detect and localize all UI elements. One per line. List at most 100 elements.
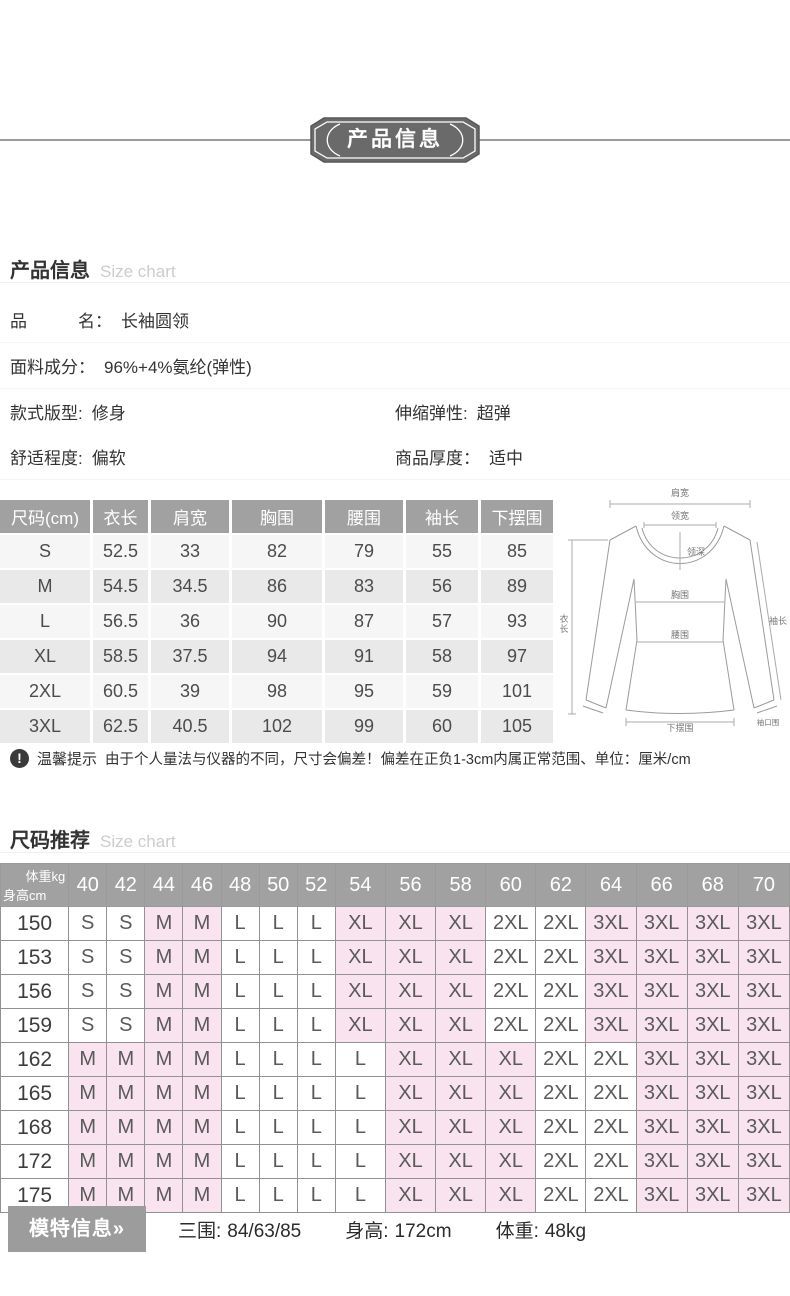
recommend-size-cell: 3XL xyxy=(635,1042,688,1077)
size-table-cell: L xyxy=(0,605,93,640)
attribute-row-style-elastic: 款式版型: 修身 伸缩弹性: 超弹 xyxy=(0,389,790,434)
recommend-size-cell: 2XL xyxy=(535,974,587,1009)
size-table-cell: 91 xyxy=(325,640,406,675)
size-table-header-cell: 下摆围 xyxy=(481,500,553,535)
recommend-size-cell: L xyxy=(220,1144,260,1179)
recommend-size-cell: 3XL xyxy=(635,940,688,975)
recommend-size-cell: XL xyxy=(384,974,437,1009)
height-cell: 162 xyxy=(0,1042,70,1077)
recommend-size-cell: XL xyxy=(334,940,386,975)
recommend-size-cell: 3XL xyxy=(737,940,790,975)
recommend-size-cell: 2XL xyxy=(485,940,537,975)
recommend-size-cell: 3XL xyxy=(737,1178,790,1213)
size-table-cell: 101 xyxy=(481,675,553,710)
model-info: 模特信息» 三围: 84/63/85 身高: 172cm 体重: 48kg xyxy=(8,1206,788,1252)
stat-label: 三围: xyxy=(178,1220,222,1242)
height-cell: 153 xyxy=(0,940,70,975)
recommend-size-cell: M xyxy=(182,1144,222,1179)
diagram-label-collar-depth: 领深 xyxy=(687,546,705,557)
recommend-size-cell: M xyxy=(144,1178,184,1213)
size-table-cell: 83 xyxy=(325,570,406,605)
recommend-size-cell: 2XL xyxy=(585,1042,637,1077)
recommend-size-cell: XL xyxy=(384,1042,437,1077)
badge-frame-icon xyxy=(310,117,480,163)
weight-header-cell: 42 xyxy=(106,863,146,907)
height-cell: 165 xyxy=(0,1076,70,1111)
product-section-heading: 产品信息 Size chart xyxy=(0,237,790,283)
recommend-size-cell: S xyxy=(106,1008,146,1043)
size-table-cell: 56 xyxy=(406,570,481,605)
recommend-size-cell: 3XL xyxy=(686,1042,739,1077)
section-title: 产品信息 xyxy=(10,260,90,282)
size-table-cell: 94 xyxy=(232,640,325,675)
recommend-row: 159 S S M M L L L XL XL XL 2XL 2XL 3XL 3XL 3XL 3XL xyxy=(0,1008,790,1043)
recommend-size-cell: L xyxy=(220,1076,260,1111)
recommend-size-cell: XL xyxy=(435,1110,487,1145)
size-table-cell: 60.5 xyxy=(93,675,151,710)
size-table-row: 3XL 62.5 40.5 102 99 60 105 xyxy=(0,710,553,745)
recommend-row: 172 M M M M L L L L XL XL XL 2XL 2XL 3XL 3XL 3XL xyxy=(0,1144,790,1179)
product-info-banner: 产品信息 xyxy=(0,117,790,163)
recommend-size-cell: 2XL xyxy=(485,974,537,1009)
recommend-size-cell: L xyxy=(334,1110,386,1145)
recommend-size-cell: XL xyxy=(435,974,487,1009)
recommend-size-cell: M xyxy=(106,1144,146,1179)
recommend-size-cell: L xyxy=(220,906,260,941)
recommend-size-cell: 3XL xyxy=(737,1076,790,1111)
recommend-size-cell: M xyxy=(68,1076,108,1111)
recommend-size-cell: XL xyxy=(435,906,487,941)
size-table-cell: S xyxy=(0,535,93,570)
size-table-row: 2XL 60.5 39 98 95 59 101 xyxy=(0,675,553,710)
size-table-cell: 52.5 xyxy=(93,535,151,570)
recommend-size-cell: XL xyxy=(485,1076,537,1111)
attribute-pair-comfort: 舒适程度: 偏软 xyxy=(10,444,126,469)
recommend-size-cell: 3XL xyxy=(585,940,637,975)
size-table-cell: 60 xyxy=(406,710,481,745)
size-table-header-cell: 衣长 xyxy=(93,500,151,535)
recommend-size-cell: L xyxy=(296,1042,336,1077)
recommend-size-cell: 2XL xyxy=(485,1008,537,1043)
recommend-size-cell: 3XL xyxy=(737,1042,790,1077)
size-table-cell: 2XL xyxy=(0,675,93,710)
size-table-cell: 57 xyxy=(406,605,481,640)
recommend-row: 156 S S M M L L L XL XL XL 2XL 2XL 3XL 3XL 3XL 3XL xyxy=(0,974,790,1009)
recommend-size-cell: L xyxy=(220,1110,260,1145)
recommend-size-cell: M xyxy=(182,1076,222,1111)
size-table-cell: 85 xyxy=(481,535,553,570)
weight-header-cell: 68 xyxy=(686,863,739,907)
attribute-row-comfort-thickness: 舒适程度: 偏软 商品厚度： 适中 xyxy=(0,434,790,480)
recommend-size-cell: 3XL xyxy=(737,1144,790,1179)
recommend-size-cell: L xyxy=(258,1178,298,1213)
size-table-cell: 58.5 xyxy=(93,640,151,675)
height-cell: 172 xyxy=(0,1144,70,1179)
recommend-size-cell: XL xyxy=(435,1144,487,1179)
attribute-pair-elastic: 伸缩弹性: 超弹 xyxy=(395,399,511,424)
recommend-size-cell: L xyxy=(334,1042,386,1077)
recommend-size-cell: M xyxy=(182,1008,222,1043)
size-table-cell: 39 xyxy=(151,675,232,710)
stat-value: 172cm xyxy=(394,1220,452,1242)
recommend-size-cell: L xyxy=(220,1042,260,1077)
size-table-header-cell: 肩宽 xyxy=(151,500,232,535)
recommend-size-cell: L xyxy=(258,1076,298,1111)
recommend-size-cell: XL xyxy=(384,1110,437,1145)
recommend-size-cell: S xyxy=(106,906,146,941)
recommend-row: 168 M M M M L L L L XL XL XL 2XL 2XL 3XL 3XL 3XL xyxy=(0,1110,790,1145)
recommend-size-cell: 2XL xyxy=(585,1076,637,1111)
weight-header-cell: 48 xyxy=(220,863,260,907)
recommend-size-cell: XL xyxy=(485,1144,537,1179)
recommend-size-cell: L xyxy=(258,1008,298,1043)
recommend-size-cell: 3XL xyxy=(737,906,790,941)
recommend-size-cell: L xyxy=(258,1042,298,1077)
weight-header-cell: 66 xyxy=(635,863,688,907)
size-table-cell: 58 xyxy=(406,640,481,675)
recommend-size-cell: M xyxy=(182,974,222,1009)
size-table-cell: 54.5 xyxy=(93,570,151,605)
size-table-cell: 37.5 xyxy=(151,640,232,675)
attribute-value: 偏软 xyxy=(91,449,126,468)
recommend-size-cell: M xyxy=(144,1042,184,1077)
recommend-size-cell: XL xyxy=(485,1042,537,1077)
section-subtitle: Size chart xyxy=(100,832,176,852)
weight-header-cell: 62 xyxy=(535,863,587,907)
recommend-size-cell: L xyxy=(258,1110,298,1145)
